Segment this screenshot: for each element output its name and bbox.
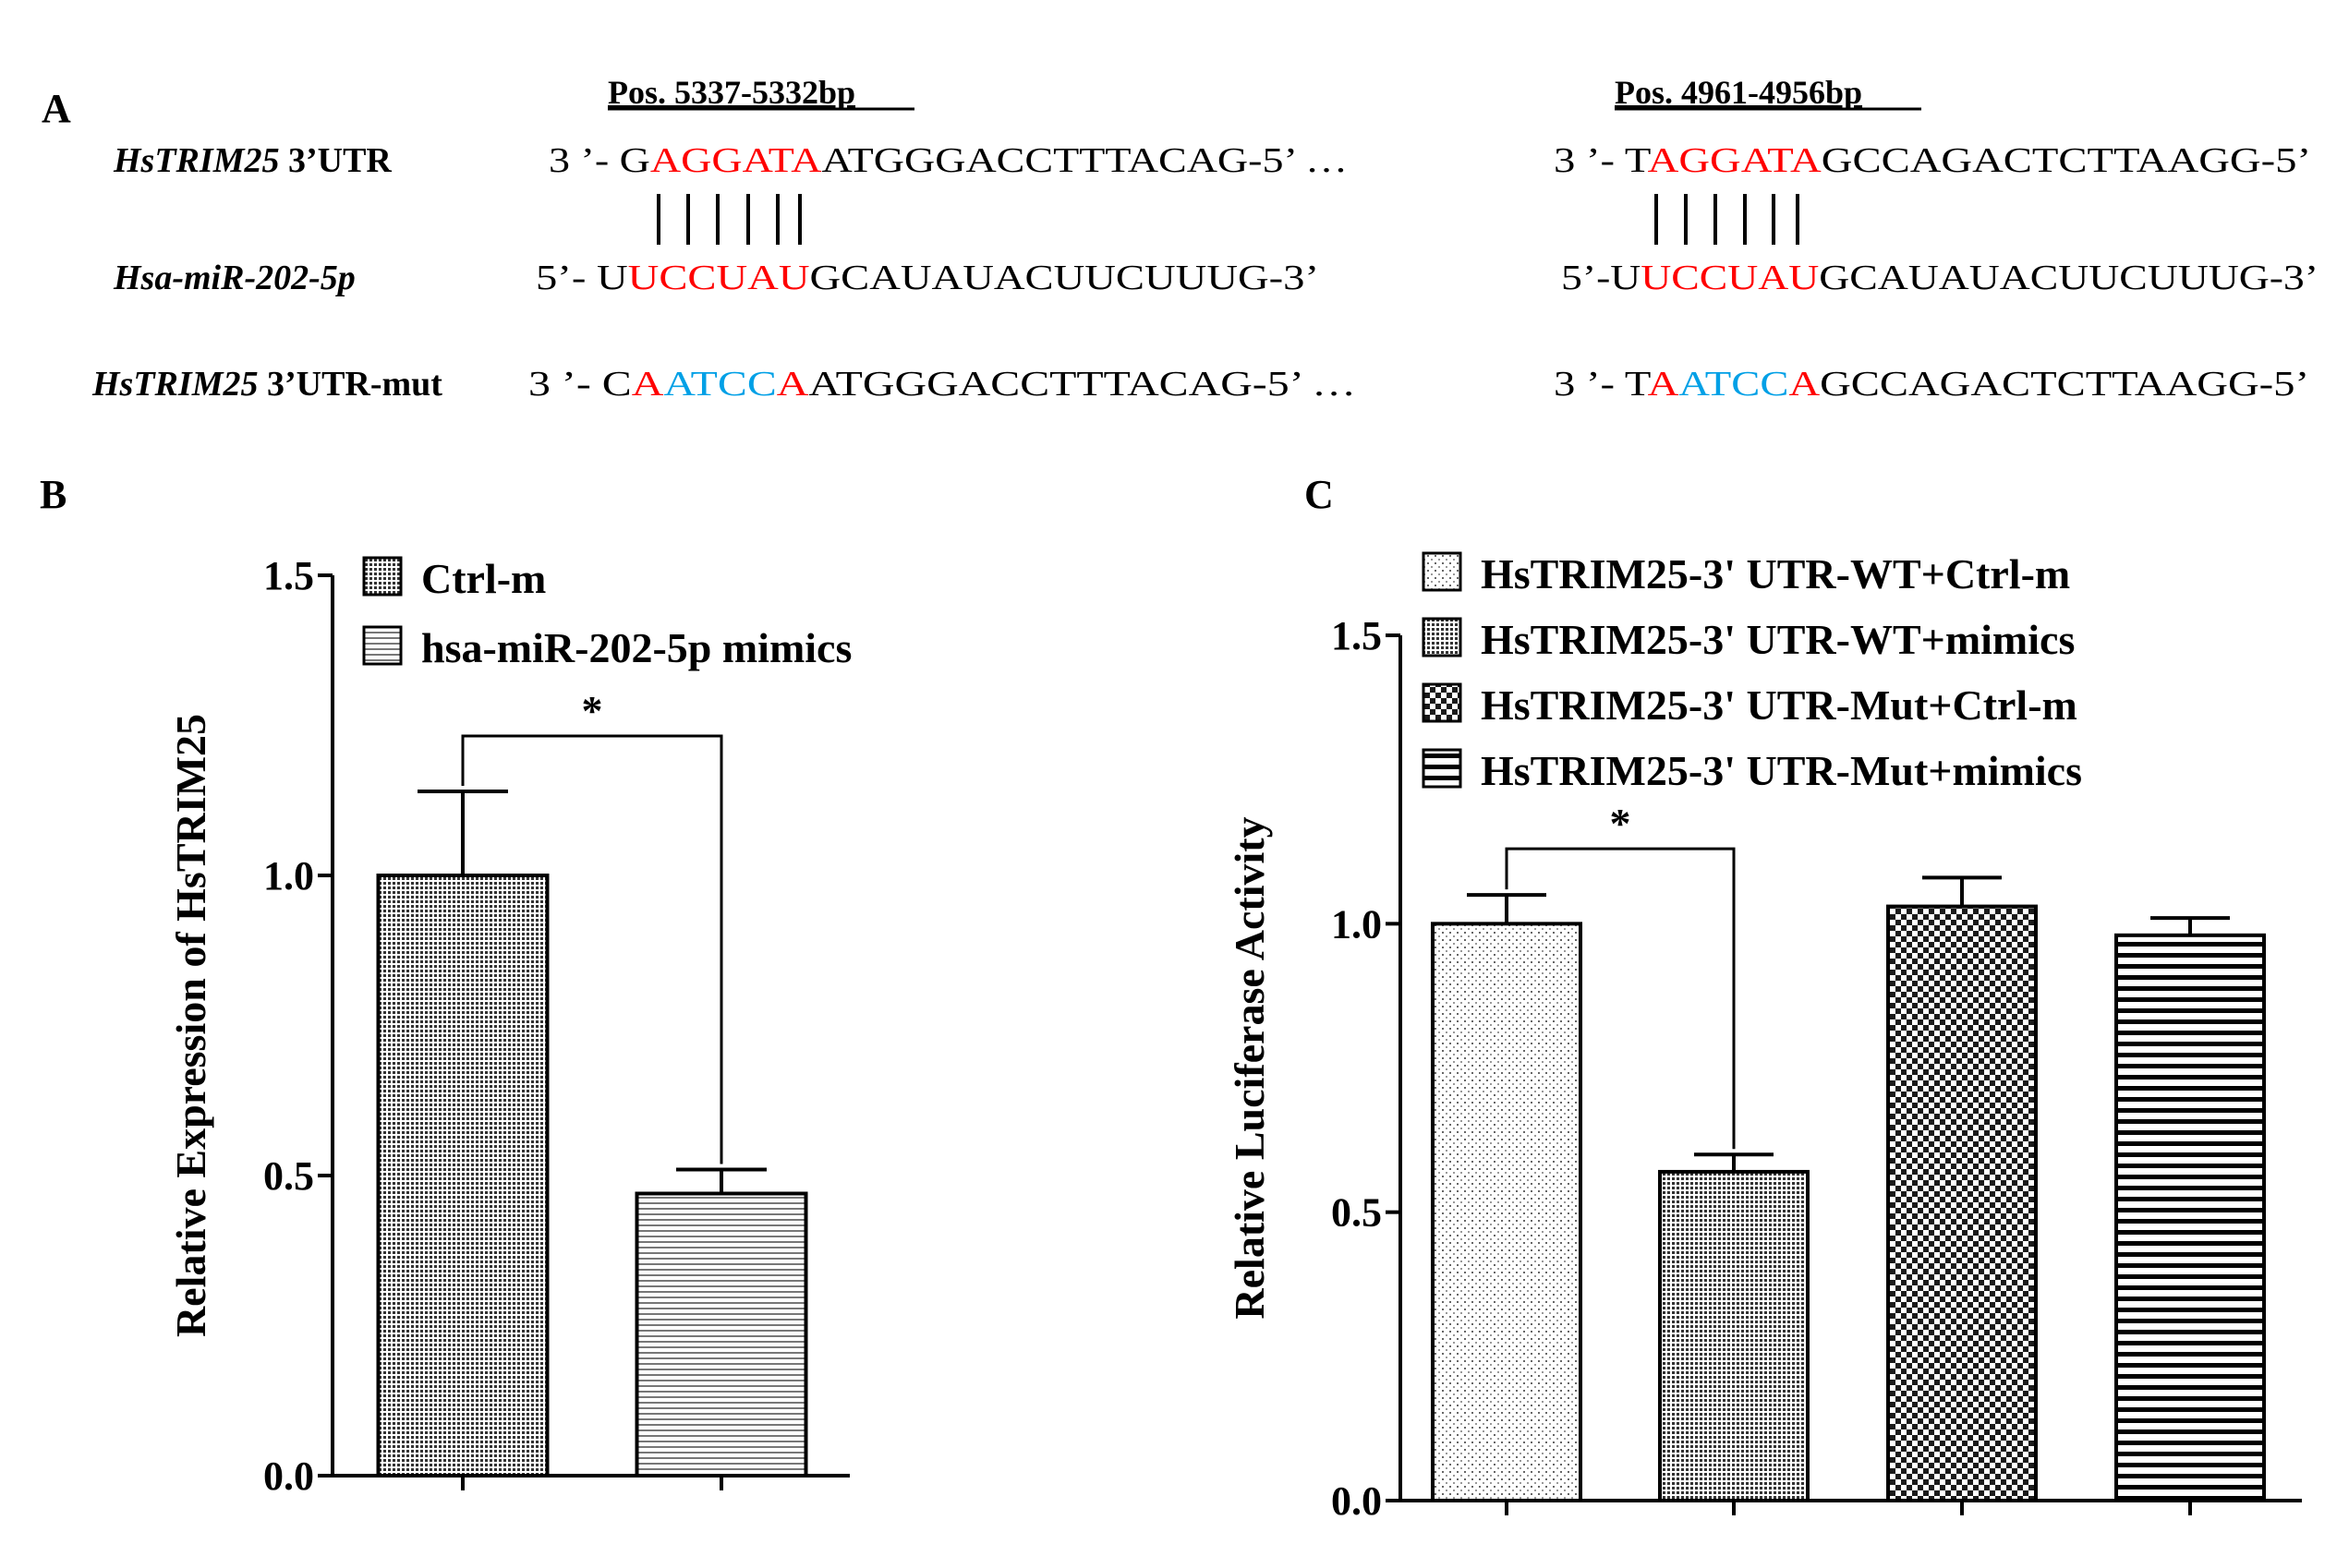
- panel-b-letter: B: [40, 472, 67, 517]
- sequence-segment: 5’- U: [536, 259, 628, 297]
- y-axis-label: Relative Luciferase Activity: [1226, 816, 1273, 1319]
- legend-label: HsTRIM25-3' UTR-Mut+Ctrl-m: [1481, 681, 2077, 729]
- legend-swatch: [1422, 551, 1462, 592]
- y-tick-label: 0.0: [1331, 1478, 1382, 1524]
- chart-b: 0.0 0.5 1.0 1.5 Relative Expression of HsTRI…: [167, 553, 852, 1499]
- sequence-segment: ATCC: [1678, 365, 1788, 404]
- y-tick-label: 1.5: [1331, 613, 1382, 658]
- panel-c-letter: C: [1304, 472, 1334, 517]
- sequence-segment: GCAUAUACUUCUUUG-3’: [809, 259, 1319, 297]
- row-label-wt: HsTRIM25 3’UTR: [113, 141, 392, 180]
- site1-pairing-bars: [657, 194, 802, 245]
- sequence-segment: GCCAGACTCTTAAGG-5’: [1822, 141, 2311, 180]
- sequence-segment: A: [632, 365, 664, 404]
- site1-mut-sequence: 3 ’- C A ATCC A ATGGGACCTTTACAG-5’ …: [528, 365, 1356, 404]
- significance-star: *: [582, 687, 603, 734]
- sequence-segment: GCAUAUACUUCUUUG-3’: [1819, 259, 2319, 297]
- sequence-segment: 5’-U: [1561, 259, 1641, 297]
- sequence-segment: A: [1648, 365, 1679, 404]
- y-tick-label: 0.0: [263, 1453, 314, 1499]
- significance-bracket: [1505, 847, 1736, 1150]
- panel-a: A Pos. 5337-5332bp Pos. 4961-4956bp HsTR…: [42, 74, 2319, 404]
- panel-a-letter: A: [42, 86, 71, 131]
- legend-label: HsTRIM25-3' UTR-WT+mimics: [1481, 616, 2075, 663]
- sequence-segment: GCCAGACTCTTAAGG-5’: [1820, 365, 2309, 404]
- sequence-segment: AGGATA: [650, 141, 822, 180]
- panel-b: B 0.0 0.5 1.0 1.5 Relative Expression of HsT…: [40, 472, 852, 1499]
- sequence-segment: ATGGGACCTTTACAG-5’ …: [808, 365, 1356, 404]
- sequence-segment: 3 ’- C: [528, 365, 632, 404]
- legend-swatch: [1422, 748, 1462, 789]
- site2-pairing-bars: [1654, 194, 1799, 245]
- chart-c: 0.0 0.5 1.0 1.5 Relative Luciferase Activity…: [1226, 550, 2302, 1524]
- sequence-segment: A: [1788, 365, 1820, 404]
- bar: [1886, 904, 2038, 1502]
- y-tick-label: 1.0: [263, 853, 314, 899]
- site1-wt-sequence: 3 ’- G AGGATA ATGGGACCTTTACAG-5’ …: [549, 141, 1348, 180]
- site1-mirna-sequence: 5’- U UCCUAU GCAUAUACUUCUUUG-3’: [536, 259, 1319, 297]
- y-axis-label: Relative Expression of HsTRIM25: [167, 714, 214, 1337]
- legend-swatch: [1422, 617, 1462, 657]
- sequence-segment: ATCC: [663, 365, 776, 404]
- legend-swatch: [362, 625, 403, 666]
- site2-mut-sequence: 3 ’- T A ATCC A GCCAGACTCTTAAGG-5’: [1554, 365, 2309, 404]
- sequence-segment: ATGGGACCTTTACAG-5’ …: [821, 141, 1348, 180]
- significance-star: *: [1610, 800, 1631, 847]
- sequence-segment: 3 ’- T: [1554, 365, 1651, 404]
- significance-bracket: [461, 734, 723, 1164]
- sequence-segment: AGGATA: [1648, 141, 1822, 180]
- legend-label: Ctrl-m: [421, 555, 546, 602]
- y-tick-label: 1.5: [263, 553, 314, 598]
- y-tick-label: 0.5: [263, 1153, 314, 1199]
- legend-label: HsTRIM25-3' UTR-Mut+mimics: [1481, 747, 2082, 794]
- bar: [1431, 922, 1582, 1502]
- sequence-segment: A: [777, 365, 809, 404]
- site2-mirna-sequence: 5’-U UCCUAU GCAUAUACUUCUUUG-3’: [1561, 259, 2319, 297]
- site2-position-label: Pos. 4961-4956bp: [1615, 74, 1862, 111]
- sequence-segment: UCCUAU: [1641, 259, 1819, 297]
- bar: [1658, 1169, 1810, 1502]
- sequence-segment: 3 ’- T: [1554, 141, 1651, 180]
- legend-label: hsa-miR-202-5p mimics: [421, 624, 852, 671]
- y-tick-label: 0.5: [1331, 1190, 1382, 1236]
- row-label-mirna: Hsa-miR-202-5p: [113, 259, 356, 297]
- legend-label: HsTRIM25-3' UTR-WT+Ctrl-m: [1481, 550, 2070, 597]
- row-label-mut: HsTRIM25 3’UTR-mut: [91, 365, 442, 404]
- panel-c: C 0.0 0.5 1.0 1.5 Relative Luciferase Activi…: [1226, 472, 2302, 1524]
- legend-swatch: [1422, 682, 1462, 723]
- site1-position-label: Pos. 5337-5332bp: [608, 74, 855, 111]
- bar: [2114, 933, 2266, 1502]
- site2-wt-sequence: 3 ’- T AGGATA GCCAGACTCTTAAGG-5’: [1554, 141, 2311, 180]
- sequence-segment: UCCUAU: [628, 259, 810, 297]
- bar: [376, 874, 550, 1478]
- y-tick-label: 1.0: [1331, 901, 1382, 947]
- sequence-segment: 3 ’- G: [549, 141, 650, 180]
- bar: [635, 1191, 808, 1478]
- legend-swatch: [362, 556, 403, 597]
